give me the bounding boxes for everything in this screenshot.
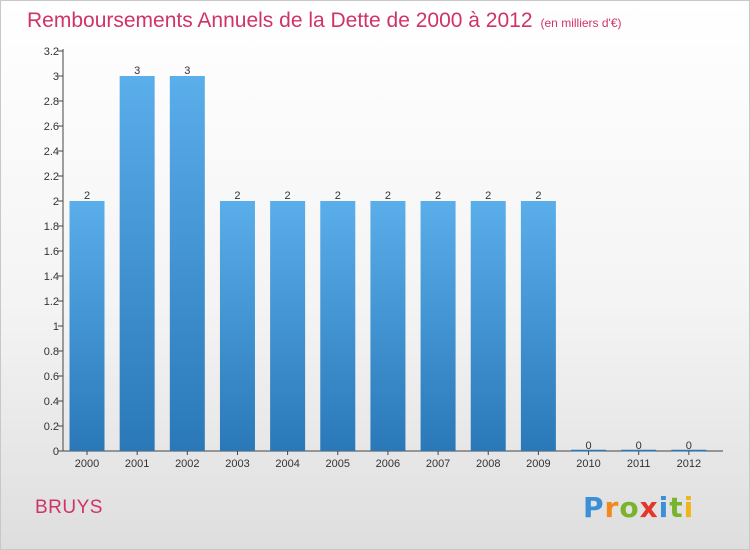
- bars: [69, 76, 707, 452]
- y-tick-label: 1.4: [44, 271, 59, 283]
- y-tick-label: 0.8: [44, 346, 59, 358]
- bar-2000[interactable]: [69, 201, 105, 451]
- y-tick-label: 1.8: [44, 221, 59, 233]
- bar-2009[interactable]: [520, 201, 556, 451]
- logo-letter: r: [604, 491, 620, 524]
- y-tick-label: 2.4: [44, 146, 59, 158]
- y-tick-label: 0.4: [44, 396, 59, 408]
- x-tick-label: 2005: [326, 458, 350, 470]
- y-tick-label: 3: [53, 71, 59, 83]
- bar-2008[interactable]: [470, 201, 506, 451]
- data-label: 2: [234, 190, 240, 202]
- x-tick-label: 2010: [576, 458, 600, 470]
- data-label: 3: [184, 65, 190, 77]
- x-tick-label: 2007: [426, 458, 450, 470]
- x-tick-label: 2004: [275, 458, 299, 470]
- data-label: 2: [535, 190, 541, 202]
- y-tick-label: 1.6: [44, 246, 59, 258]
- x-tick-label: 2000: [75, 458, 99, 470]
- proxiti-logo[interactable]: Proxiti: [583, 491, 694, 524]
- data-label: 3: [134, 65, 140, 77]
- chart-title: Remboursements Annuels de la Dette de 20…: [27, 9, 622, 33]
- bar-2001[interactable]: [119, 76, 155, 451]
- y-tick-label: 3.2: [44, 46, 59, 58]
- x-tick-label: 2008: [476, 458, 500, 470]
- data-label: 2: [385, 190, 391, 202]
- data-label: 0: [636, 440, 642, 452]
- labels: 2000220013200232003220042200522006220072…: [75, 65, 701, 470]
- logo-letter: i: [658, 491, 670, 524]
- x-tick-label: 2001: [125, 458, 149, 470]
- logo-letter: t: [669, 491, 684, 524]
- logo-letter: P: [583, 491, 605, 524]
- bar-2004[interactable]: [270, 201, 306, 451]
- title-text: Remboursements Annuels de la Dette de 20…: [27, 9, 533, 32]
- x-tick-label: 2002: [175, 458, 199, 470]
- y-tick-label: 0.6: [44, 371, 59, 383]
- x-tick-label: 2006: [376, 458, 400, 470]
- x-tick-label: 2012: [677, 458, 701, 470]
- bar-2006[interactable]: [370, 201, 406, 451]
- bar-2002[interactable]: [169, 76, 205, 451]
- chart-subtitle: (en milliers d'€): [540, 16, 622, 30]
- y-tick-label: 1.2: [44, 296, 59, 308]
- y-tick-label: 0: [53, 446, 59, 458]
- logo-letter: x: [639, 491, 659, 524]
- data-label: 2: [335, 190, 341, 202]
- x-tick-label: 2011: [627, 458, 651, 470]
- data-label: 0: [585, 440, 591, 452]
- x-tick-label: 2009: [526, 458, 550, 470]
- y-tick-label: 2.8: [44, 96, 59, 108]
- logo-letter: o: [619, 491, 640, 524]
- y-tick-label: 2: [53, 196, 59, 208]
- y-tick-label: 0.2: [44, 421, 59, 433]
- data-label: 2: [435, 190, 441, 202]
- data-label: 2: [84, 190, 90, 202]
- data-label: 2: [285, 190, 291, 202]
- y-tick-label: 1: [53, 321, 59, 333]
- data-label: 0: [686, 440, 692, 452]
- town-name: BRUYS: [35, 497, 103, 518]
- data-label: 2: [485, 190, 491, 202]
- bar-2003[interactable]: [219, 201, 255, 451]
- logo-letter: i: [683, 491, 695, 524]
- y-tick-label: 2.2: [44, 171, 59, 183]
- y-tick-label: 2.6: [44, 121, 59, 133]
- x-tick-label: 2003: [225, 458, 249, 470]
- bar-2007[interactable]: [420, 201, 456, 451]
- bar-2005[interactable]: [320, 201, 356, 451]
